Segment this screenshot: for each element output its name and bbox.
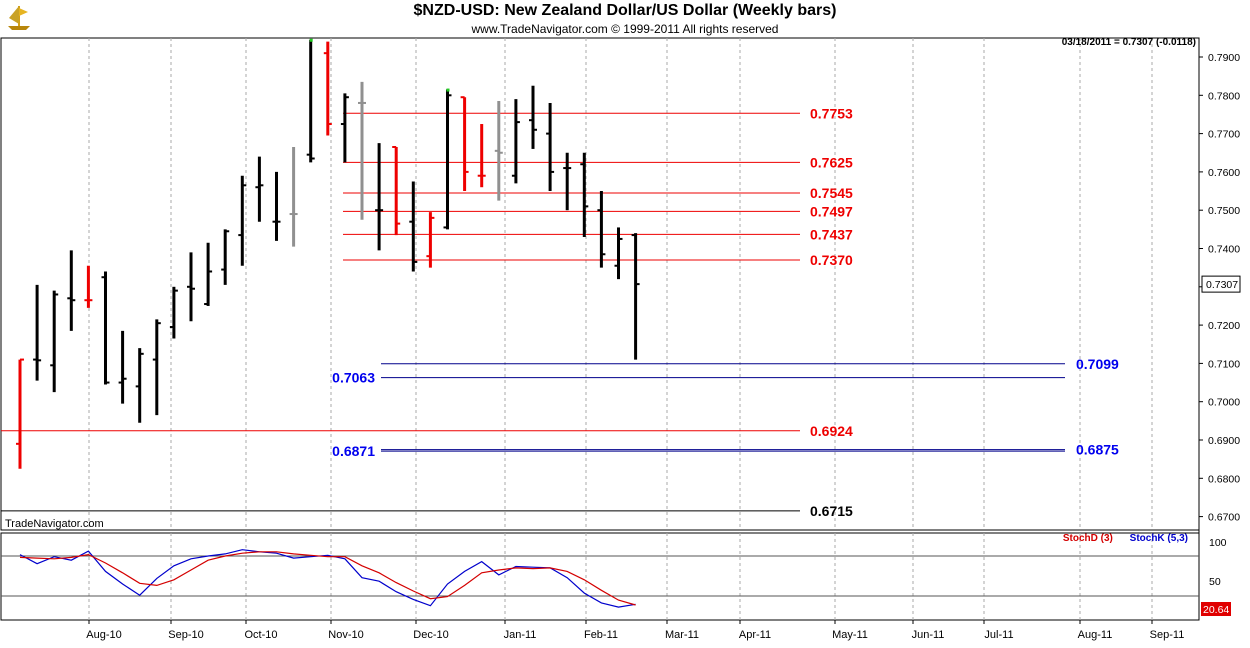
y-tick-label: 0.7200 (1208, 320, 1240, 332)
y-tick-label: 0.6900 (1208, 435, 1240, 447)
y-tick-label: 0.6800 (1208, 473, 1240, 485)
level-label: 0.7625 (810, 154, 853, 170)
trade-navigator-logo-icon (8, 6, 30, 30)
x-tick-label: Jul-11 (984, 629, 1013, 641)
y-tick-label: 0.7400 (1208, 244, 1240, 256)
y-tick-label: 0.7800 (1208, 90, 1240, 102)
last-price-label: 0.7307 (1206, 279, 1238, 291)
new-high-marker (446, 88, 450, 92)
stoch-value-label: 20.64 (1203, 604, 1229, 616)
x-tick-label: May-11 (832, 629, 868, 641)
stoch-axis-label: 100 (1209, 537, 1227, 549)
x-tick-label: Nov-10 (328, 629, 363, 641)
stoch-d-legend: StochD (3) (1062, 533, 1113, 544)
price-panel-frame (0, 37, 1200, 531)
level-lines: 0.7753 0.7625 0.7545 0.7497 0.7437 0.7370 0.70… (1, 105, 1119, 519)
x-tick-label: Jan-11 (504, 629, 537, 641)
level-label: 0.6871 (332, 443, 375, 459)
stochastic-legend: StochD (3) StochK (5,3) (1063, 533, 1188, 544)
chart-subtitle: www.TradeNavigator.com © 1999-2011 All r… (471, 22, 779, 36)
level-label: 0.7753 (810, 105, 853, 121)
x-tick-label: Sep-11 (1150, 629, 1185, 641)
y-tick-label: 0.6700 (1208, 512, 1240, 524)
y-tick-label: 0.7100 (1208, 358, 1240, 370)
new-high-marker (309, 38, 313, 42)
x-tick-label: Mar-11 (665, 629, 699, 641)
stoch-axis-label: 50 (1209, 576, 1221, 588)
x-tick-label: Aug-10 (86, 629, 121, 641)
level-label: 0.6924 (810, 423, 853, 439)
x-tick-label: Apr-11 (739, 629, 771, 641)
y-tick-label: 0.7700 (1208, 129, 1240, 141)
x-tick-label: Dec-10 (413, 629, 448, 641)
stoch-k-legend: StochK (5,3) (1129, 533, 1188, 544)
last-price-tag (1201, 275, 1241, 293)
level-label: 0.7545 (810, 185, 853, 201)
level-label: 0.7497 (810, 203, 853, 219)
grid (0, 37, 1200, 621)
stoch-value-tag (1201, 602, 1231, 616)
stoch-k-line (19, 549, 636, 608)
level-label: 0.6875 (1076, 442, 1119, 458)
price-bars (16, 38, 640, 469)
level-label: 0.7063 (332, 370, 375, 386)
stochastic-panel: 100 50 20.64 (1, 537, 1231, 616)
stoch-d-line (19, 551, 636, 606)
x-tick-label: Sep-10 (168, 629, 203, 641)
brand-label: TradeNavigator.com (5, 518, 104, 530)
chart-title: $NZD-USD: New Zealand Dollar/US Dollar (… (413, 2, 837, 19)
last-quote: 03/18/2011 = 0.7307 (-0.0118) (1061, 37, 1196, 48)
level-label: 0.7099 (1076, 356, 1119, 372)
y-tick-label: 0.7000 (1208, 397, 1240, 409)
level-label: 0.6715 (810, 503, 853, 519)
x-tick-label: Oct-10 (244, 629, 277, 641)
y-tick-label: 0.7600 (1208, 167, 1240, 179)
x-tick-label: Feb-11 (584, 629, 618, 641)
y-tick-label: 0.7500 (1208, 205, 1240, 217)
x-tick-label: Aug-11 (1078, 629, 1113, 641)
x-tick-label: Jun-11 (912, 629, 945, 641)
x-axis: Aug-10 Sep-10 Oct-10 Nov-10 Dec-10 Jan-11 Feb-… (86, 620, 1184, 641)
level-label: 0.7437 (810, 226, 853, 242)
level-label: 0.7370 (810, 252, 853, 268)
y-tick-label: 0.7900 (1208, 52, 1240, 64)
y-axis: 0.7900 0.7800 0.7700 0.7600 0.7500 0.7400 0.73… (1199, 52, 1241, 524)
